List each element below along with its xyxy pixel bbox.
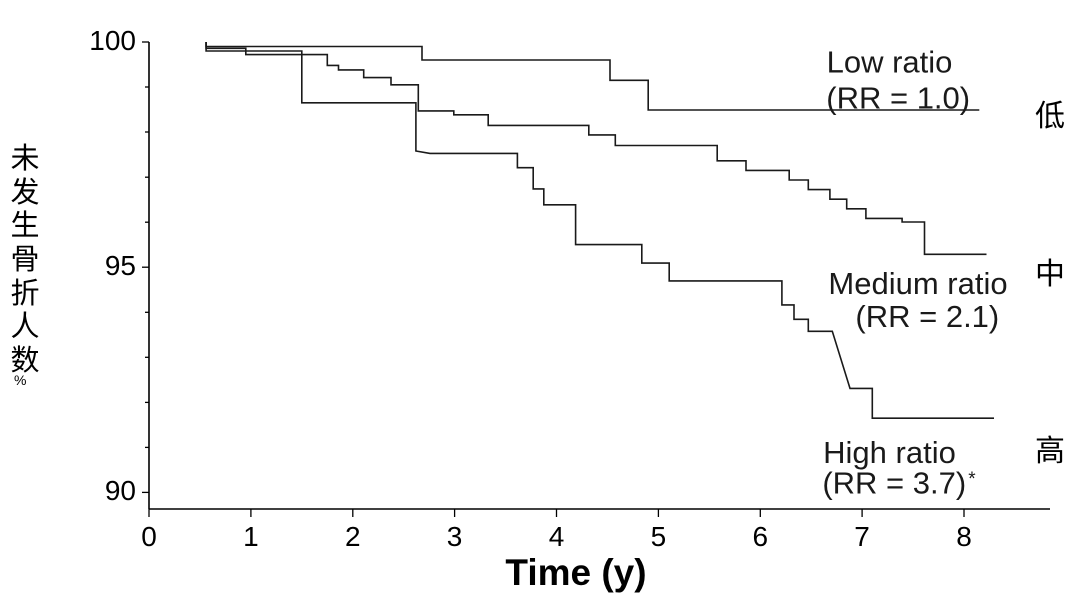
svg-text:1: 1	[243, 521, 259, 552]
svg-text:90: 90	[105, 475, 136, 506]
svg-text:低: 低	[1035, 91, 1065, 135]
svg-text:Low ratio: Low ratio	[827, 45, 953, 80]
svg-text:高: 高	[1035, 426, 1065, 470]
svg-text:4: 4	[549, 521, 565, 552]
svg-text:100: 100	[89, 25, 136, 56]
svg-text:(RR = 3.7): (RR = 3.7)	[822, 465, 966, 500]
svg-text:8: 8	[956, 521, 972, 552]
svg-text:3: 3	[447, 521, 463, 552]
svg-text:Time (y): Time (y)	[505, 552, 646, 593]
svg-text:中: 中	[1035, 249, 1065, 293]
svg-text:Medium ratio: Medium ratio	[828, 266, 1007, 301]
svg-text:2: 2	[345, 521, 361, 552]
svg-text:(RR = 1.0): (RR = 1.0)	[826, 80, 970, 115]
svg-text:7: 7	[854, 521, 870, 552]
svg-text:95: 95	[105, 250, 136, 281]
svg-text:0: 0	[141, 521, 157, 552]
svg-text:(RR = 2.1): (RR = 2.1)	[855, 299, 999, 334]
svg-text:5: 5	[651, 521, 667, 552]
svg-text:*: *	[968, 469, 976, 490]
svg-text:6: 6	[753, 521, 769, 552]
